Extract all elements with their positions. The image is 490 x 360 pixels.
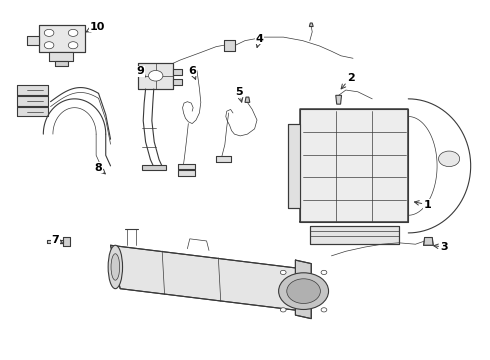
Circle shape [279,273,329,310]
Polygon shape [17,96,48,106]
Polygon shape [27,36,40,45]
Polygon shape [47,240,63,243]
Circle shape [68,42,78,49]
Text: 1: 1 [415,200,431,210]
Circle shape [44,42,54,49]
Circle shape [321,308,327,312]
Circle shape [439,151,460,167]
Circle shape [321,270,327,275]
Polygon shape [288,123,300,208]
Circle shape [148,71,163,81]
Polygon shape [17,85,48,95]
Circle shape [280,308,286,312]
Polygon shape [111,245,307,312]
Polygon shape [178,171,195,176]
Text: 6: 6 [188,66,196,79]
Text: 4: 4 [255,34,263,48]
Text: 7: 7 [51,235,63,245]
Ellipse shape [108,245,122,289]
Polygon shape [173,79,182,85]
Polygon shape [216,156,231,162]
Polygon shape [309,23,313,27]
Polygon shape [40,25,85,52]
Polygon shape [157,66,161,71]
Polygon shape [63,237,70,246]
Polygon shape [295,260,311,319]
Circle shape [68,30,78,36]
Polygon shape [49,52,73,61]
Polygon shape [178,164,195,170]
Polygon shape [138,63,173,89]
Polygon shape [245,97,250,102]
Text: 5: 5 [235,87,243,102]
Polygon shape [55,62,68,66]
Polygon shape [224,40,235,50]
Circle shape [280,270,286,275]
Polygon shape [310,226,399,243]
Text: 9: 9 [136,66,146,77]
Circle shape [287,279,320,303]
Polygon shape [173,68,182,75]
Polygon shape [336,95,342,104]
Circle shape [44,30,54,36]
Ellipse shape [111,254,120,280]
Polygon shape [424,238,433,245]
Polygon shape [300,109,408,222]
Text: 10: 10 [86,22,105,32]
Text: 8: 8 [95,163,105,174]
Text: 2: 2 [341,73,355,89]
Polygon shape [142,165,166,170]
Text: 3: 3 [434,242,448,252]
Polygon shape [17,107,48,117]
